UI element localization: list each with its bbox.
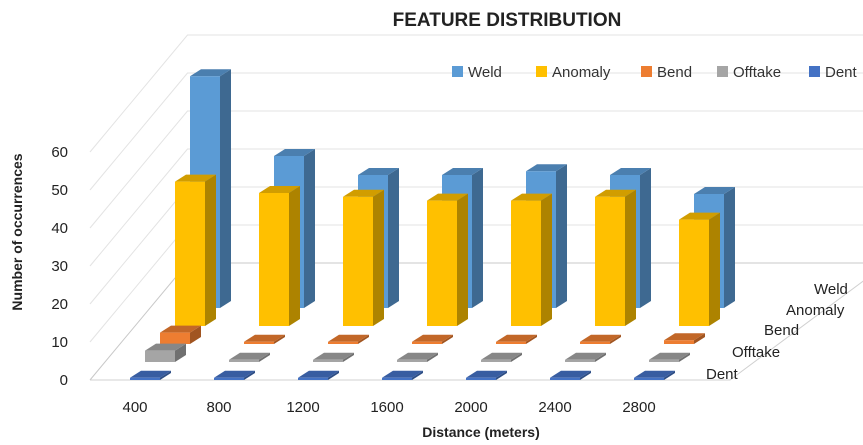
x-tick-label: 800 <box>206 399 231 416</box>
y-tick-label: 20 <box>51 296 68 313</box>
y-tick-label: 0 <box>60 372 68 389</box>
bar-offtake <box>649 352 690 362</box>
bar-offtake <box>397 352 438 362</box>
bar-offtake <box>481 352 522 362</box>
legend-label: Offtake <box>733 64 781 81</box>
bar-anomaly <box>343 189 384 326</box>
gridline <box>89 34 863 153</box>
bar-dent <box>130 370 171 380</box>
y-tick-label: 30 <box>51 258 68 275</box>
bar-bend <box>496 334 537 344</box>
legend-item-weld: Weld <box>452 64 502 81</box>
bar-offtake <box>229 352 270 362</box>
gridline <box>89 110 863 229</box>
bar-bend <box>412 334 453 344</box>
x-tick-label: 2800 <box>622 399 655 416</box>
y-tick-labels: 0 10 20 30 40 50 60 <box>51 144 68 389</box>
x-tick-label: 2400 <box>538 399 571 416</box>
legend-label: Bend <box>657 64 692 81</box>
legend-label: Anomaly <box>552 64 611 81</box>
bar-anomaly <box>679 212 720 326</box>
bar-anomaly <box>259 186 300 326</box>
y-tick-label: 50 <box>51 182 68 199</box>
legend-swatch <box>641 66 652 77</box>
legend-item-offtake: Offtake <box>717 64 781 81</box>
bar-dent <box>214 370 255 380</box>
y-tick-label: 40 <box>51 220 68 237</box>
bar-offtake <box>313 352 354 362</box>
depth-axis-label: Offtake <box>732 344 780 361</box>
bar-dent <box>634 370 675 380</box>
x-tick-label: 1600 <box>370 399 403 416</box>
gridline <box>89 148 863 267</box>
x-axis-title: Distance (meters) <box>422 424 540 440</box>
y-tick-label: 60 <box>51 144 68 161</box>
legend-swatch <box>536 66 547 77</box>
bar-dent <box>298 370 339 380</box>
legend: Weld Anomaly Bend Offtake Dent <box>452 64 858 81</box>
bar-offtake <box>145 343 186 362</box>
depth-axis-label: Weld <box>814 281 848 298</box>
bar-dent <box>382 370 423 380</box>
depth-axis-label: Dent <box>706 366 739 383</box>
bar-bend <box>328 334 369 344</box>
bar-bend <box>580 334 621 344</box>
gridline <box>89 72 863 191</box>
bar-anomaly <box>595 189 636 326</box>
legend-label: Dent <box>825 64 858 81</box>
bar-anomaly <box>175 174 216 326</box>
x-tick-label: 1200 <box>286 399 319 416</box>
y-axis-title: Number of occurrences <box>9 153 25 310</box>
legend-item-anomaly: Anomaly <box>536 64 611 81</box>
legend-swatch <box>809 66 820 77</box>
bar-offtake <box>565 352 606 362</box>
bar-bend <box>160 325 201 344</box>
bar-anomaly <box>427 193 468 326</box>
bar-dent <box>550 370 591 380</box>
bar-bend <box>244 334 285 344</box>
legend-swatch <box>452 66 463 77</box>
legend-item-dent: Dent <box>809 64 858 81</box>
depth-axis-label: Anomaly <box>786 302 845 319</box>
bar-anomaly <box>511 193 552 326</box>
y-tick-label: 10 <box>51 334 68 351</box>
legend-swatch <box>717 66 728 77</box>
legend-label: Weld <box>468 64 502 81</box>
bars-layer <box>130 69 735 380</box>
depth-axis-label: Bend <box>764 322 799 339</box>
depth-axis-labels: Dent Offtake Bend Anomaly Weld <box>706 281 848 383</box>
bar-bend <box>664 333 705 344</box>
x-tick-label: 400 <box>122 399 147 416</box>
x-tick-labels: 400 800 1200 1600 2000 2400 2800 <box>122 399 655 416</box>
x-tick-label: 2000 <box>454 399 487 416</box>
chart-title: FEATURE DISTRIBUTION <box>393 10 622 31</box>
bar-dent <box>466 370 507 380</box>
legend-item-bend: Bend <box>641 64 692 81</box>
